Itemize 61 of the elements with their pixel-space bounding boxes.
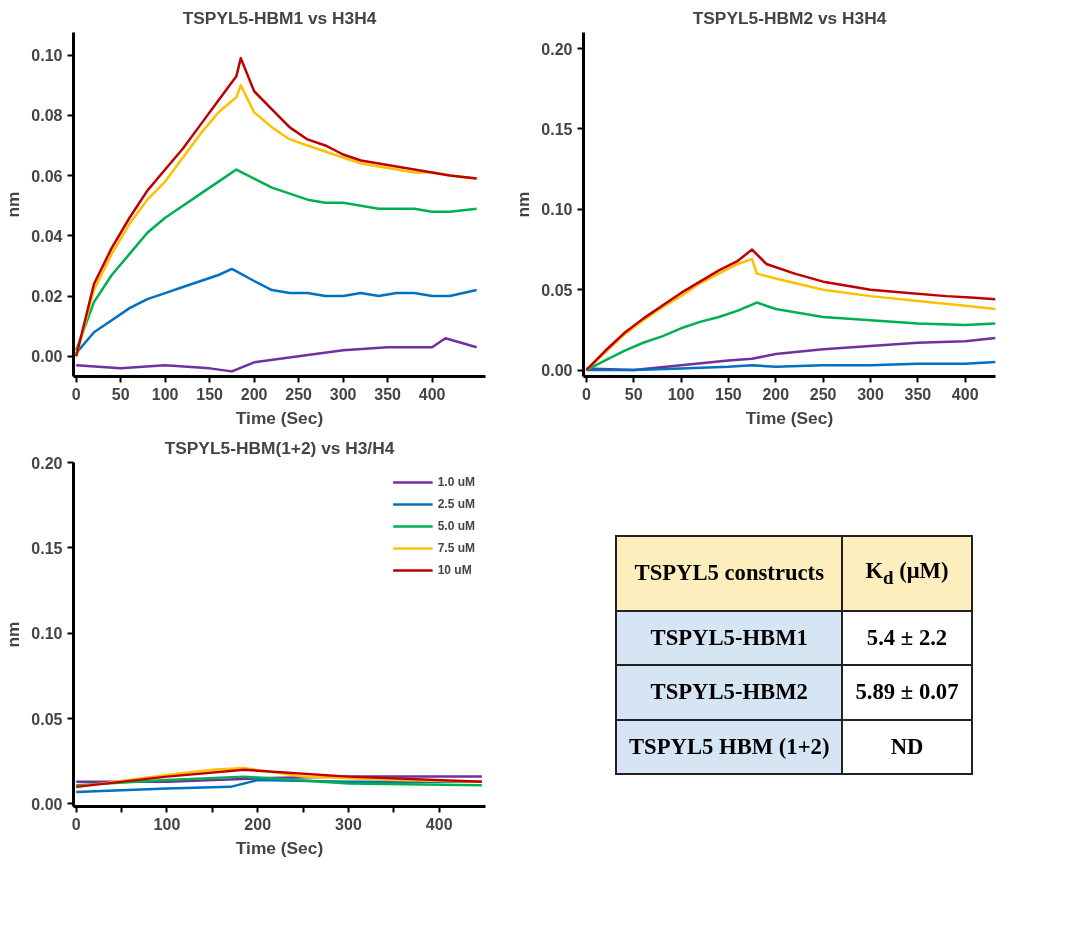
y-tick-label: 0.20 — [31, 454, 63, 472]
chart-title: TSPYL5-HBM(1+2) vs H3/H4 — [164, 437, 395, 458]
y-tick-label: 0.06 — [31, 167, 63, 185]
x-tick-label: 0 — [71, 385, 81, 403]
x-axis-title: Time (Sec) — [745, 407, 834, 428]
text: 5.4 ± 2.2 — [842, 611, 972, 666]
y-tick-label: 0.15 — [31, 539, 63, 557]
x-tick-label: 100 — [153, 815, 181, 833]
y-axis-title: nm — [3, 191, 24, 218]
x-tick-label: 50 — [624, 385, 643, 403]
x-tick-label: 150 — [715, 385, 742, 403]
x-tick-label: 100 — [151, 385, 179, 403]
x-tick-label: 0 — [71, 815, 81, 833]
y-tick-label: 0.10 — [31, 625, 63, 643]
x-tick-label: 50 — [111, 385, 130, 403]
legend-label: 7.5 uM — [437, 541, 475, 555]
y-tick-label: 0.08 — [31, 107, 63, 125]
chart-title: TSPYL5-HBM2 vs H3H4 — [692, 7, 887, 28]
text: TSPYL5-HBM1 — [616, 611, 843, 666]
y-tick-label: 0.02 — [31, 288, 63, 306]
y-tick-label: 0.05 — [31, 710, 63, 728]
text: TSPYL5 constructs — [616, 536, 843, 611]
x-axis-title: Time (Sec) — [235, 837, 324, 858]
x-tick-label: 250 — [285, 385, 313, 403]
y-tick-label: 0.10 — [31, 47, 63, 65]
y-axis-title: nm — [513, 191, 534, 218]
y-tick-label: 0.15 — [541, 120, 573, 138]
y-tick-label: 0.05 — [541, 281, 573, 299]
chart-title: TSPYL5-HBM1 vs H3H4 — [182, 7, 377, 28]
text: TSPYL5-HBM2 — [616, 665, 843, 720]
text: K$_{d}$ (μM) — [842, 536, 972, 611]
x-tick-label: 250 — [809, 385, 837, 403]
x-tick-label: 400 — [418, 385, 446, 403]
x-tick-label: 300 — [857, 385, 884, 403]
y-tick-label: 0.00 — [31, 795, 63, 813]
x-tick-label: 400 — [951, 385, 979, 403]
y-tick-label: 0.04 — [31, 227, 63, 245]
x-tick-label: 200 — [240, 385, 268, 403]
x-tick-label: 350 — [904, 385, 932, 403]
x-tick-label: 350 — [374, 385, 402, 403]
text: 5.89 ± 0.07 — [842, 665, 972, 720]
x-tick-label: 0 — [581, 385, 591, 403]
y-tick-label: 0.10 — [541, 201, 573, 219]
x-tick-label: 300 — [335, 815, 362, 833]
legend-label: 1.0 uM — [437, 475, 475, 489]
y-tick-label: 0.00 — [541, 362, 573, 380]
text: TSPYL5 HBM (1+2) — [616, 719, 843, 775]
x-axis-title: Time (Sec) — [235, 407, 324, 428]
x-tick-label: 200 — [762, 385, 790, 403]
legend-label: 2.5 uM — [437, 497, 475, 511]
x-tick-label: 100 — [667, 385, 695, 403]
legend-label: 5.0 uM — [437, 519, 475, 533]
x-tick-label: 150 — [196, 385, 224, 403]
y-axis-title: nm — [3, 621, 24, 648]
legend-label: 10 uM — [437, 563, 472, 577]
x-tick-label: 300 — [329, 385, 357, 403]
y-tick-label: 0.00 — [31, 348, 63, 366]
x-tick-label: 200 — [244, 815, 272, 833]
x-tick-label: 400 — [425, 815, 453, 833]
text: ND — [842, 719, 972, 775]
y-tick-label: 0.20 — [541, 40, 573, 58]
